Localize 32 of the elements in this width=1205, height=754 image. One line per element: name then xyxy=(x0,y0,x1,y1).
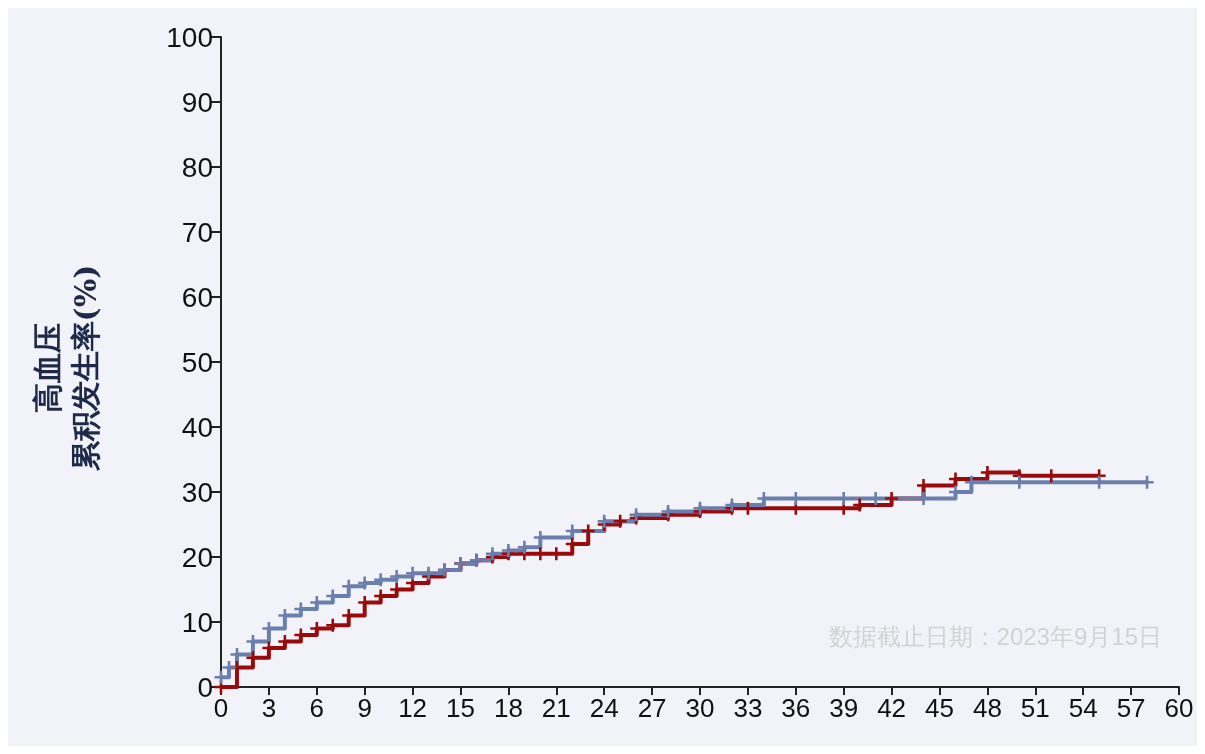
y-tick-label: 30 xyxy=(181,476,213,508)
y-tick-label: 90 xyxy=(181,86,213,118)
x-tick-label: 48 xyxy=(972,693,1002,723)
x-tick-label: 45 xyxy=(925,693,954,723)
y-tick-label: 40 xyxy=(181,411,213,443)
x-tick-label: 27 xyxy=(637,693,667,723)
x-tick-label: 57 xyxy=(1116,693,1146,723)
y-axis-title: 高血压累积发生率(%) xyxy=(29,264,103,473)
x-tick-label: 33 xyxy=(733,693,763,723)
y-tick-label: 20 xyxy=(181,541,213,573)
x-tick-label: 15 xyxy=(446,693,475,723)
x-tick-label: 54 xyxy=(1068,693,1098,723)
x-tick-label: 9 xyxy=(357,693,372,723)
x-tick-label: 42 xyxy=(877,693,907,723)
x-tick-label: 12 xyxy=(398,693,428,723)
x-tick-label: 21 xyxy=(541,693,571,723)
y-tick-label: 70 xyxy=(181,216,213,248)
x-tick-label: 3 xyxy=(261,693,277,723)
y-tick-label: 0 xyxy=(197,671,213,703)
x-tick-label: 24 xyxy=(589,693,619,723)
x-tick-label: 39 xyxy=(829,693,859,723)
y-tick-label: 10 xyxy=(181,606,213,638)
x-tick-label: 60 xyxy=(1164,693,1194,723)
y-tick-label: 80 xyxy=(181,151,213,183)
x-tick-label: 6 xyxy=(309,693,325,723)
y-tick-label: 60 xyxy=(181,281,213,313)
y-tick-label: 50 xyxy=(181,346,213,378)
x-tick-label: 36 xyxy=(781,693,811,723)
y-tick-label: 100 xyxy=(166,21,213,53)
x-tick-label: 30 xyxy=(685,693,715,723)
x-tick-label: 51 xyxy=(1020,693,1050,723)
x-tick-label: 18 xyxy=(493,693,523,723)
